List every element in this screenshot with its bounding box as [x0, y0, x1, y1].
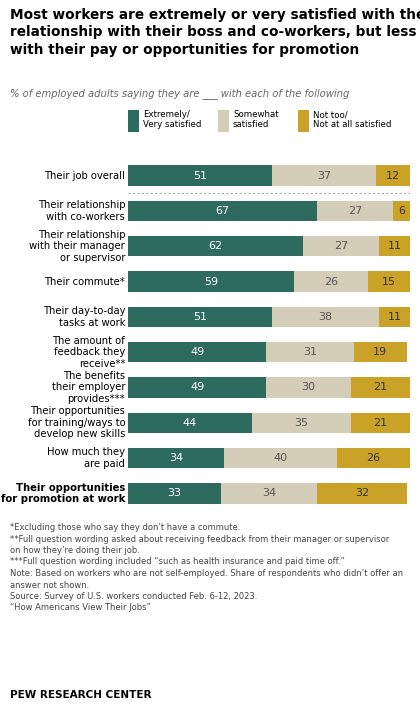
Text: Note: Based on workers who are not self-employed. Share of respondents who didn’: Note: Based on workers who are not self-…: [10, 569, 403, 578]
Text: Extremely/
Very satisfied: Extremely/ Very satisfied: [143, 110, 201, 129]
Bar: [379, 236, 410, 257]
Bar: [294, 272, 368, 292]
Bar: [368, 272, 410, 292]
Bar: [128, 165, 272, 186]
Text: 31: 31: [303, 347, 317, 357]
Text: 49: 49: [190, 382, 204, 392]
Bar: [128, 448, 224, 468]
Text: 33: 33: [168, 488, 181, 498]
Bar: [393, 201, 410, 221]
Text: The amount of
feedback they
receive**: The amount of feedback they receive**: [52, 336, 125, 369]
Text: 27: 27: [334, 241, 348, 251]
Bar: [128, 272, 294, 292]
Text: 34: 34: [169, 453, 183, 463]
Text: 62: 62: [208, 241, 223, 251]
Bar: [252, 413, 351, 433]
Bar: [224, 448, 337, 468]
Text: Source: Survey of U.S. workers conducted Feb. 6-12, 2023.: Source: Survey of U.S. workers conducted…: [10, 592, 257, 601]
Text: Their opportunities
for promotion at work: Their opportunities for promotion at wor…: [1, 483, 125, 504]
Text: *Excluding those who say they don’t have a commute.: *Excluding those who say they don’t have…: [10, 523, 240, 532]
Text: 38: 38: [318, 312, 333, 322]
Text: 11: 11: [388, 241, 402, 251]
Text: 12: 12: [386, 170, 400, 180]
Text: 11: 11: [388, 312, 402, 322]
Bar: [266, 377, 351, 398]
Text: 59: 59: [204, 277, 218, 287]
Text: Their relationship
with co-workers: Their relationship with co-workers: [38, 200, 125, 222]
Text: 26: 26: [324, 277, 338, 287]
Bar: [376, 165, 410, 186]
Bar: [266, 342, 354, 362]
Bar: [317, 201, 393, 221]
Bar: [128, 307, 272, 327]
Bar: [354, 342, 407, 362]
Text: 34: 34: [262, 488, 276, 498]
Text: Their relationship
with their manager
or supervisor: Their relationship with their manager or…: [29, 230, 125, 263]
Text: **Full question wording asked about receiving feedback from their manager or sup: **Full question wording asked about rece…: [10, 535, 389, 543]
Text: 21: 21: [373, 382, 388, 392]
Text: answer not shown.: answer not shown.: [10, 580, 89, 590]
Bar: [221, 483, 317, 503]
Text: % of employed adults saying they are ___ with each of the following: % of employed adults saying they are ___…: [10, 88, 349, 99]
Bar: [272, 165, 376, 186]
Text: Not too/
Not at all satisfied: Not too/ Not at all satisfied: [313, 110, 391, 129]
Text: PEW RESEARCH CENTER: PEW RESEARCH CENTER: [10, 690, 152, 700]
Text: 21: 21: [373, 418, 388, 428]
Bar: [351, 413, 410, 433]
Bar: [128, 342, 266, 362]
Text: 51: 51: [193, 312, 207, 322]
Text: 19: 19: [373, 347, 388, 357]
Text: 40: 40: [273, 453, 287, 463]
Text: 26: 26: [366, 453, 381, 463]
Text: 35: 35: [294, 418, 308, 428]
Text: 27: 27: [348, 206, 362, 216]
Text: 6: 6: [398, 206, 405, 216]
Text: Their day-to-day
tasks at work: Their day-to-day tasks at work: [43, 306, 125, 328]
Bar: [272, 307, 379, 327]
Text: 49: 49: [190, 347, 204, 357]
Text: The benefits
their employer
provides***: The benefits their employer provides***: [52, 371, 125, 404]
Text: 30: 30: [302, 382, 315, 392]
Text: Their commute*: Their commute*: [45, 277, 125, 287]
Bar: [128, 377, 266, 398]
Text: Somewhat
satisfied: Somewhat satisfied: [233, 110, 278, 129]
Text: How much they
are paid: How much they are paid: [47, 447, 125, 469]
Text: 37: 37: [317, 170, 331, 180]
Text: 51: 51: [193, 170, 207, 180]
Text: on how they’re doing their job.: on how they’re doing their job.: [10, 546, 140, 555]
Bar: [128, 201, 317, 221]
Text: Most workers are extremely or very satisfied with their
relationship with their : Most workers are extremely or very satis…: [10, 8, 420, 56]
Bar: [128, 413, 252, 433]
Text: ***Full question wording included “such as health insurance and paid time off.”: ***Full question wording included “such …: [10, 558, 345, 567]
Text: Their opportunities
for training/ways to
develop new skills: Their opportunities for training/ways to…: [28, 406, 125, 439]
Bar: [351, 377, 410, 398]
Text: 32: 32: [355, 488, 369, 498]
Text: 15: 15: [382, 277, 396, 287]
Text: 44: 44: [183, 418, 197, 428]
Text: “How Americans View Their Jobs”: “How Americans View Their Jobs”: [10, 603, 151, 612]
Bar: [128, 236, 303, 257]
Bar: [128, 483, 221, 503]
Text: Their job overall: Their job overall: [44, 170, 125, 180]
Text: 67: 67: [215, 206, 230, 216]
Bar: [337, 448, 410, 468]
Bar: [317, 483, 407, 503]
Bar: [379, 307, 410, 327]
Bar: [303, 236, 379, 257]
